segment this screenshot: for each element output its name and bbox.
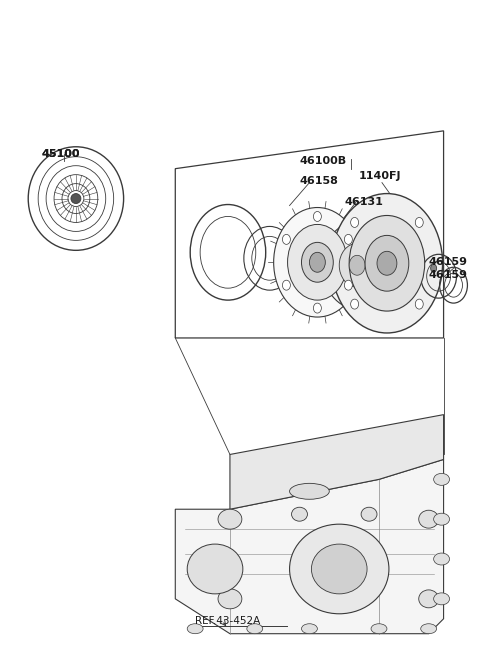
Ellipse shape (274, 207, 361, 317)
Text: 46159: 46159 (429, 257, 468, 267)
Ellipse shape (419, 590, 439, 608)
Ellipse shape (377, 251, 397, 276)
Text: 46158: 46158 (300, 176, 338, 186)
Ellipse shape (71, 194, 81, 203)
Polygon shape (230, 415, 444, 509)
Ellipse shape (323, 222, 392, 309)
Text: 45100: 45100 (41, 149, 80, 159)
Ellipse shape (291, 507, 308, 521)
Ellipse shape (289, 524, 389, 614)
Ellipse shape (282, 280, 290, 290)
Ellipse shape (361, 507, 377, 521)
Ellipse shape (331, 194, 443, 333)
Ellipse shape (351, 299, 359, 309)
Ellipse shape (415, 217, 423, 228)
Text: REF.43-452A: REF.43-452A (195, 616, 261, 626)
Ellipse shape (288, 224, 347, 300)
Ellipse shape (312, 544, 367, 594)
Polygon shape (175, 459, 444, 634)
Ellipse shape (218, 589, 242, 609)
Text: 46159: 46159 (429, 270, 468, 280)
Ellipse shape (289, 483, 329, 499)
Text: 1140FJ: 1140FJ (359, 171, 402, 180)
Ellipse shape (433, 593, 450, 605)
Ellipse shape (344, 280, 352, 290)
Ellipse shape (433, 513, 450, 525)
Ellipse shape (421, 624, 437, 634)
Ellipse shape (310, 253, 325, 272)
Ellipse shape (313, 211, 321, 222)
Ellipse shape (365, 236, 409, 291)
Ellipse shape (187, 544, 243, 594)
Ellipse shape (431, 264, 437, 272)
Ellipse shape (187, 624, 203, 634)
Ellipse shape (349, 215, 425, 311)
Ellipse shape (351, 217, 359, 228)
Text: 45100: 45100 (41, 149, 80, 159)
Ellipse shape (349, 255, 365, 276)
Text: 46131: 46131 (344, 197, 383, 207)
Ellipse shape (282, 234, 290, 244)
Ellipse shape (371, 624, 387, 634)
Ellipse shape (339, 243, 375, 287)
Ellipse shape (433, 474, 450, 485)
Ellipse shape (433, 553, 450, 565)
Ellipse shape (313, 303, 321, 313)
Ellipse shape (301, 624, 317, 634)
Ellipse shape (218, 509, 242, 529)
Ellipse shape (419, 510, 439, 528)
Ellipse shape (247, 624, 263, 634)
Ellipse shape (415, 299, 423, 309)
Ellipse shape (344, 234, 352, 244)
Text: 46100B: 46100B (300, 155, 347, 166)
Ellipse shape (301, 242, 333, 282)
